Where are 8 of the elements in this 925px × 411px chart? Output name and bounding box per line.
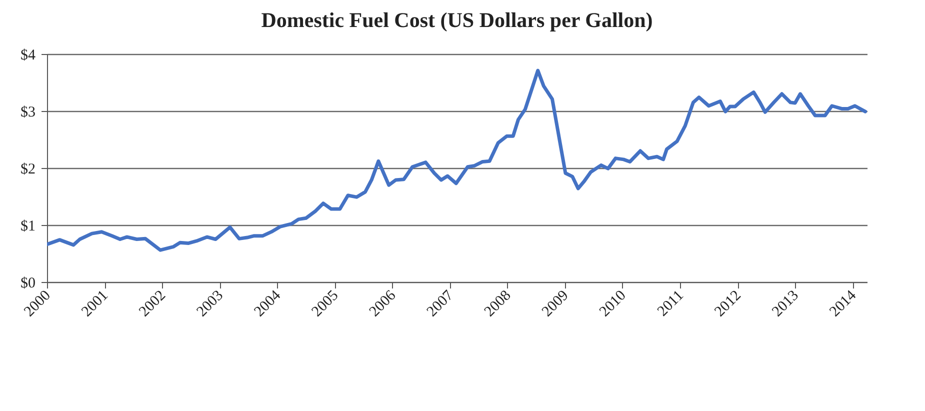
y-tick-label: $4	[20, 48, 36, 64]
y-tick-label: $1	[20, 218, 36, 234]
chart-title: Domestic Fuel Cost (US Dollars per Gallon)	[261, 8, 653, 32]
y-tick-label: $2	[20, 162, 36, 178]
x-tick-label: 2011	[654, 288, 687, 320]
y-tick-label: $3	[20, 104, 36, 120]
y-tick-label: $0	[20, 276, 36, 292]
line-series	[47, 68, 867, 252]
